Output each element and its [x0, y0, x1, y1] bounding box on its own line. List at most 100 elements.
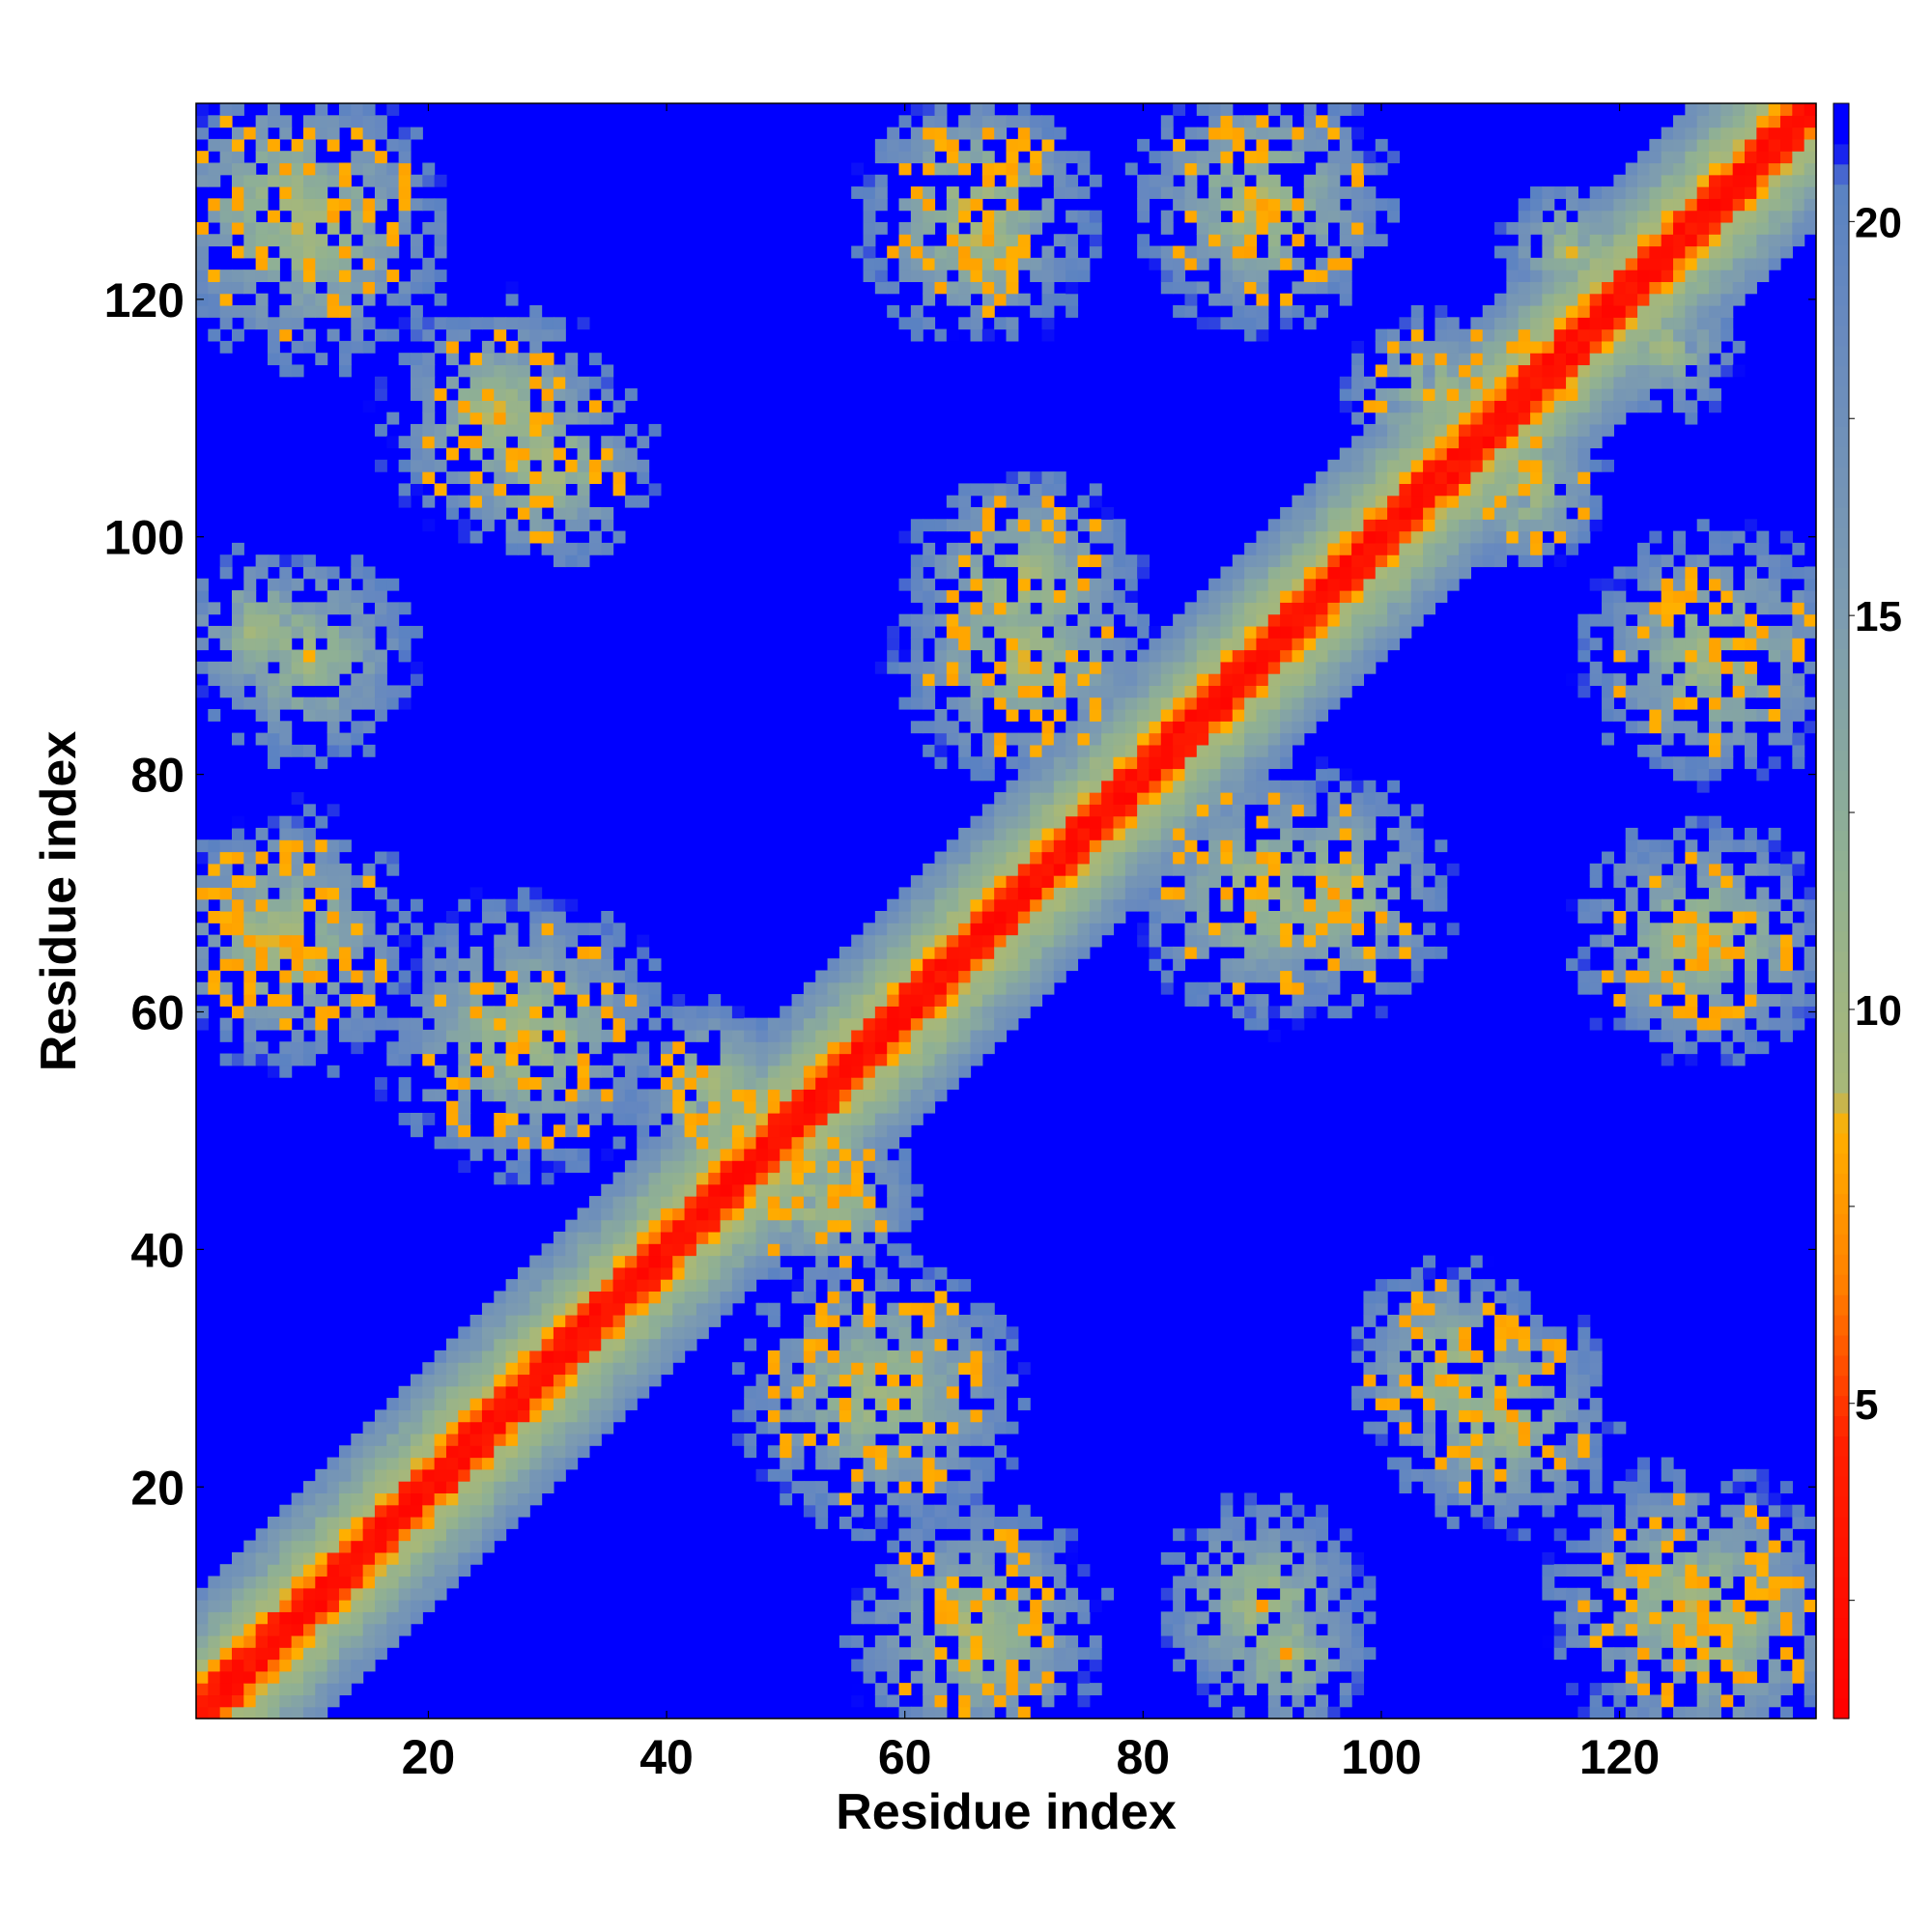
- heatmap-cell: [1208, 245, 1222, 259]
- heatmap-cell: [946, 732, 959, 746]
- heatmap-cell: [1303, 792, 1317, 805]
- heatmap-cell: [1316, 198, 1329, 212]
- heatmap-cell: [874, 1208, 888, 1221]
- heatmap-cell: [588, 1433, 602, 1446]
- heatmap-cell: [1244, 210, 1258, 223]
- heatmap-cell: [588, 1243, 602, 1257]
- heatmap-cell: [1244, 1659, 1258, 1672]
- heatmap-cell: [1030, 756, 1043, 770]
- heatmap-cell: [1006, 317, 1019, 330]
- heatmap-cell: [767, 1409, 781, 1423]
- heatmap-cell: [815, 1255, 829, 1268]
- heatmap-cell: [1006, 151, 1019, 164]
- heatmap-cell: [1113, 649, 1126, 663]
- heatmap-cell: [744, 1208, 757, 1221]
- heatmap-cell: [624, 1065, 638, 1078]
- heatmap-cell: [362, 1468, 376, 1482]
- heatmap-cell: [362, 115, 376, 128]
- heatmap-cell: [1030, 839, 1043, 853]
- heatmap-cell: [672, 1208, 686, 1221]
- heatmap-cell: [660, 1077, 673, 1091]
- heatmap-cell: [672, 1136, 686, 1150]
- heatmap-cell: [1053, 696, 1066, 710]
- heatmap-cell: [1292, 257, 1305, 270]
- heatmap-cell: [1053, 709, 1066, 722]
- heatmap-cell: [648, 1291, 662, 1304]
- heatmap-cell: [374, 1611, 387, 1625]
- heatmap-cell: [386, 1600, 400, 1612]
- heatmap-cell: [1160, 756, 1174, 770]
- heatmap-cell: [994, 851, 1008, 865]
- heatmap-cell: [302, 138, 316, 152]
- heatmap-cell: [1208, 613, 1222, 627]
- heatmap-cell: [946, 590, 959, 603]
- heatmap-cell: [1006, 198, 1019, 212]
- heatmap-cell: [327, 696, 340, 710]
- heatmap-cell: [1149, 174, 1162, 187]
- heatmap-cell: [279, 1528, 293, 1542]
- heatmap-cell: [934, 1517, 948, 1529]
- heatmap-cell: [1316, 839, 1329, 853]
- heatmap-cell: [577, 1433, 590, 1446]
- heatmap-cell: [279, 554, 293, 568]
- heatmap-cell: [267, 744, 280, 757]
- heatmap-cell: [1267, 613, 1281, 627]
- heatmap-cell: [1030, 732, 1043, 746]
- heatmap-cell: [553, 958, 566, 972]
- heatmap-cell: [1041, 721, 1055, 734]
- heatmap-cell: [898, 1172, 912, 1185]
- heatmap-cell: [1030, 875, 1043, 889]
- heatmap-cell: [874, 281, 888, 295]
- heatmap-cell: [1244, 270, 1258, 283]
- heatmap-cell: [374, 709, 387, 722]
- heatmap-cell: [494, 436, 507, 449]
- heatmap-cell: [1244, 649, 1258, 663]
- heatmap-cell: [970, 946, 983, 959]
- heatmap-cell: [838, 1006, 852, 1019]
- heatmap-cell: [970, 994, 983, 1007]
- heatmap-cell: [481, 436, 495, 449]
- heatmap-cell: [1006, 994, 1019, 1007]
- heatmap-cell: [1244, 1006, 1258, 1019]
- heatmap-cell: [1030, 625, 1043, 639]
- heatmap-cell: [577, 1385, 590, 1399]
- heatmap-cell: [1244, 1683, 1258, 1696]
- heatmap-cell: [541, 1445, 554, 1459]
- heatmap-cell: [1208, 1600, 1222, 1612]
- heatmap-cell: [1089, 756, 1102, 770]
- heatmap-cell: [1303, 970, 1317, 983]
- heatmap-cell: [838, 1266, 852, 1280]
- heatmap-cell: [458, 495, 471, 508]
- heatmap-cell: [994, 245, 1008, 259]
- heatmap-cell: [791, 1148, 805, 1161]
- heatmap-cell: [302, 1528, 316, 1542]
- heatmap-cell: [1208, 685, 1222, 698]
- heatmap-cell: [398, 1504, 412, 1518]
- heatmap-cell: [612, 1172, 626, 1185]
- heatmap-cell: [529, 1398, 543, 1410]
- heatmap-cell: [1292, 519, 1305, 532]
- heatmap-cell: [874, 1385, 888, 1399]
- heatmap-cell: [1316, 210, 1329, 223]
- heatmap-cell: [601, 934, 614, 948]
- heatmap-cell: [1232, 198, 1245, 212]
- heatmap-cell: [302, 270, 316, 283]
- heatmap-cell: [1017, 661, 1031, 674]
- heatmap-cell: [505, 1160, 519, 1174]
- heatmap-cell: [958, 638, 972, 651]
- heatmap-cell: [708, 1208, 722, 1221]
- heatmap-cell: [923, 1551, 936, 1565]
- heatmap-cell: [302, 1517, 316, 1529]
- heatmap-cell: [565, 923, 579, 936]
- heatmap-cell: [445, 1457, 459, 1470]
- heatmap-cell: [1267, 578, 1281, 591]
- heatmap-cell: [1256, 138, 1269, 152]
- heatmap-cell: [1256, 554, 1269, 568]
- heatmap-cell: [445, 1017, 459, 1031]
- heatmap-cell: [1303, 638, 1317, 651]
- heatmap-cell: [612, 1362, 626, 1376]
- heatmap-cell: [946, 1504, 959, 1518]
- heatmap-cell: [601, 981, 614, 995]
- heatmap-cell: [1244, 863, 1258, 876]
- heatmap-cell: [1256, 174, 1269, 187]
